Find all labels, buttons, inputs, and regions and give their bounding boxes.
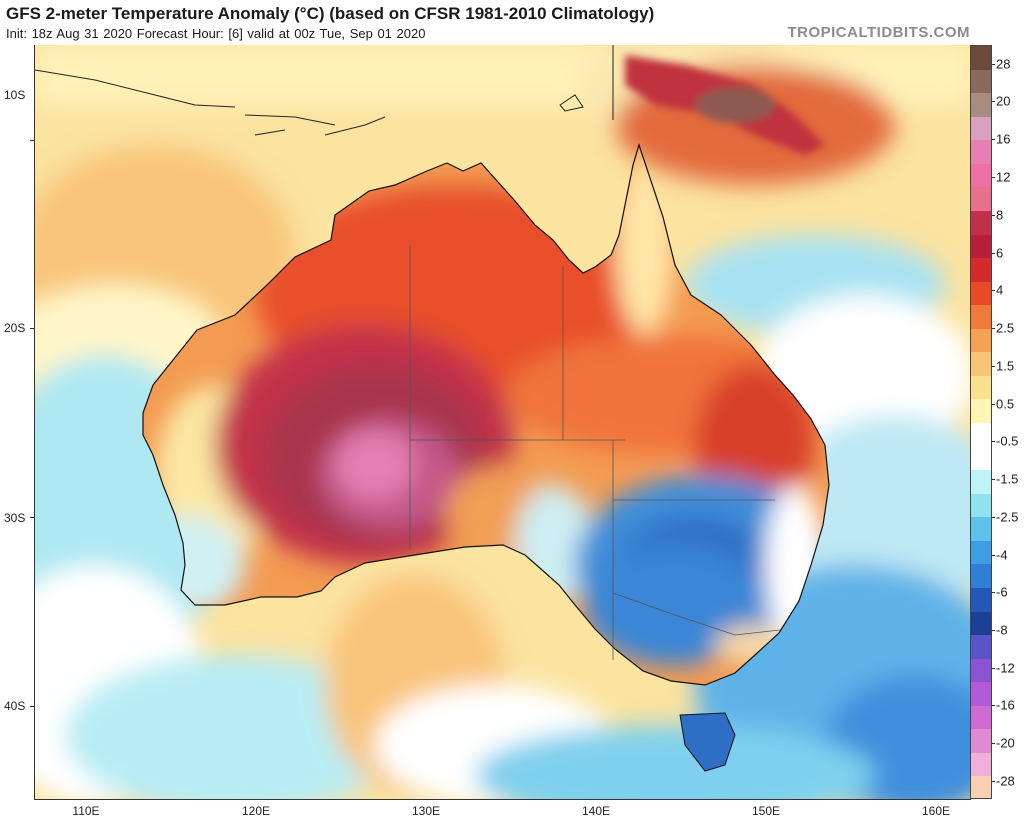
- colorbar-swatch: [971, 517, 991, 541]
- colorbar-label: -2.5: [996, 509, 1019, 525]
- colorbar-tick: [992, 668, 995, 669]
- lat-tick: [30, 140, 34, 141]
- colorbar-swatch: [971, 305, 991, 329]
- colorbar-swatch: [971, 705, 991, 730]
- lat-tick: [30, 517, 34, 518]
- lon-label-160e: 160E: [921, 804, 951, 818]
- australia-coastline: [142, 143, 830, 686]
- colorbar-label: -4: [996, 547, 1008, 563]
- australia-anomaly-field: [143, 145, 829, 685]
- temperature-anomaly-map: [34, 45, 971, 800]
- colorbar-swatch: [971, 187, 991, 211]
- colorbar-tick: [992, 441, 995, 442]
- colorbar-label: 1.5: [996, 358, 1015, 374]
- colorbar-tick: [992, 290, 995, 291]
- lon-label-130e: 130E: [411, 804, 441, 818]
- colorbar-tick: [992, 64, 995, 65]
- colorbar-swatch: [971, 69, 991, 94]
- colorbar-swatch: [971, 163, 991, 188]
- lon-label-110e: 110E: [72, 804, 100, 818]
- colorbar-tick: [992, 366, 995, 367]
- colorbar-tick: [992, 253, 995, 254]
- colorbar-swatch: [971, 399, 991, 423]
- colorbar-swatch: [971, 682, 991, 706]
- colorbar-swatch: [971, 93, 991, 117]
- colorbar-swatch: [971, 564, 991, 588]
- map-canvas: [35, 45, 971, 799]
- colorbar-swatch: [971, 46, 991, 70]
- colorbar-label: -16: [996, 697, 1015, 713]
- lat-label-10s: 10S: [4, 88, 26, 102]
- colorbar-tick: [992, 705, 995, 706]
- new-guinea-anomaly: [625, 55, 825, 155]
- colorbar-tick: [992, 404, 995, 405]
- colorbar-swatch: [971, 587, 991, 612]
- colorbar-tick: [992, 479, 995, 480]
- colorbar-swatch: [971, 258, 991, 282]
- map-subtitle: Init: 18z Aug 31 2020 Forecast Hour: [6]…: [6, 26, 426, 41]
- colorbar-swatch: [971, 752, 991, 777]
- colorbar-swatch: [971, 729, 991, 753]
- colorbar-label: 28: [996, 56, 1011, 72]
- lat-label-30s: 30S: [4, 511, 26, 525]
- colorbar-swatch: [971, 540, 991, 565]
- map-title: GFS 2-meter Temperature Anomaly (°C) (ba…: [6, 4, 655, 23]
- colorbar-label: 2.5: [996, 320, 1015, 336]
- colorbar-swatch: [971, 234, 991, 259]
- colorbar-label: -0.5: [996, 433, 1019, 449]
- colorbar-label: -6: [996, 584, 1008, 600]
- colorbar-swatch: [971, 210, 991, 235]
- colorbar-label: -1.5: [996, 471, 1019, 487]
- lon-label-150e: 150E: [751, 804, 781, 818]
- colorbar-swatch: [971, 611, 991, 636]
- lat-tick: [30, 328, 34, 329]
- colorbar-swatch: [971, 493, 991, 518]
- colorbar-swatch: [971, 446, 991, 471]
- colorbar-tick: [992, 328, 995, 329]
- colorbar-tick: [992, 517, 995, 518]
- colorbar-swatch: [971, 658, 991, 683]
- colorbar-swatch: [971, 116, 991, 141]
- colorbar-tick: [992, 555, 995, 556]
- lon-label-140e: 140E: [581, 804, 611, 818]
- colorbar-swatch: [971, 635, 991, 659]
- lat-tick: [30, 706, 34, 707]
- colorbar-label: -12: [996, 660, 1015, 676]
- colorbar-swatch: [971, 328, 991, 353]
- brand-watermark: TROPICALTIDBITS.COM: [787, 24, 970, 41]
- colorbar-swatch: [971, 423, 991, 447]
- colorbar-label: 6: [996, 245, 1004, 261]
- lat-label-40s: 40S: [4, 699, 26, 713]
- colorbar: [970, 45, 992, 799]
- colorbar-tick: [992, 101, 995, 102]
- colorbar-tick: [992, 215, 995, 216]
- colorbar-tick: [992, 177, 995, 178]
- colorbar-label: 12: [996, 169, 1011, 185]
- colorbar-label: 16: [996, 131, 1011, 147]
- colorbar-tick: [992, 630, 995, 631]
- colorbar-swatch: [971, 140, 991, 164]
- lon-label-120e: 120E: [241, 804, 271, 818]
- colorbar-swatch: [971, 776, 991, 798]
- colorbar-tick: [992, 743, 995, 744]
- colorbar-label: 4: [996, 282, 1004, 298]
- colorbar-label: 8: [996, 207, 1004, 223]
- state-borders: [409, 245, 781, 660]
- lat-label-20s: 20S: [4, 321, 26, 335]
- colorbar-swatch: [971, 352, 991, 376]
- colorbar-swatch: [971, 470, 991, 494]
- colorbar-swatch: [971, 375, 991, 400]
- colorbar-swatch: [971, 281, 991, 306]
- colorbar-label: -28: [996, 773, 1015, 789]
- colorbar-tick: [992, 781, 995, 782]
- colorbar-label: -8: [996, 622, 1008, 638]
- indonesian-islands: [35, 69, 584, 136]
- colorbar-label: 0.5: [996, 396, 1015, 412]
- colorbar-label: -20: [996, 735, 1015, 751]
- colorbar-label: 20: [996, 93, 1011, 109]
- colorbar-tick: [992, 139, 995, 140]
- colorbar-tick: [992, 592, 995, 593]
- tasmania: [679, 712, 736, 772]
